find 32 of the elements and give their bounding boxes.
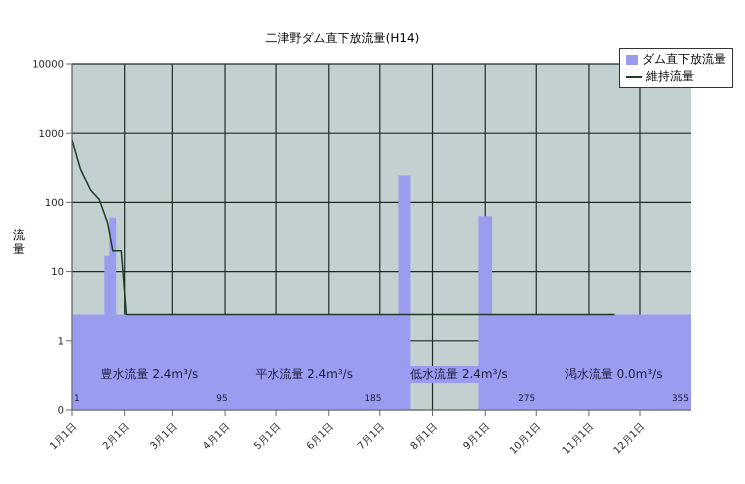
annotation: 95: [216, 394, 228, 404]
x-tick-label: 12月1日: [612, 421, 648, 457]
line-series: [72, 139, 616, 316]
y-tick-label: 10000: [32, 60, 64, 71]
x-tick-label: 7月1日: [356, 421, 387, 452]
annotation: 1: [74, 394, 80, 404]
y-axis-title: 流量: [12, 228, 26, 256]
x-tick-label: 9月1日: [461, 421, 492, 452]
x-tick-label: 8月1日: [408, 421, 440, 452]
y-tick-label: 10: [51, 267, 64, 278]
annotation: 355: [672, 394, 689, 404]
x-tick-label: 5月1日: [252, 421, 284, 452]
x-tick-label: 3月1日: [148, 421, 180, 452]
y-tick-label: 1: [58, 336, 64, 348]
y-tick-label: 1000: [38, 128, 64, 140]
legend-label: ダム直下放流量: [642, 51, 726, 68]
annotation: 渇水流量 0.0m³/s: [562, 366, 664, 383]
annotation: 平水流量 2.4m³/s: [253, 366, 355, 383]
annotation: 185: [364, 394, 382, 404]
legend-label: 維持流量: [646, 68, 694, 85]
x-tick-label: 4月1日: [201, 421, 232, 452]
annotation: 豊水流量 2.4m³/s: [98, 366, 200, 383]
x-tick-label: 11月1日: [560, 421, 596, 457]
x-tick-label: 2月1日: [100, 421, 132, 452]
x-tick-label: 6月1日: [305, 421, 336, 452]
y-tick-label: 100: [44, 198, 64, 209]
x-tick-label: 1月1日: [48, 421, 80, 452]
y-tick-label: 0: [58, 406, 64, 417]
annotation: 275: [518, 394, 536, 404]
annotation: 低水流量 2.4m³/s: [408, 366, 510, 383]
x-tick-label: 10月1日: [508, 421, 544, 457]
chart-title: 二津野ダム直下放流量(H14): [264, 30, 420, 47]
